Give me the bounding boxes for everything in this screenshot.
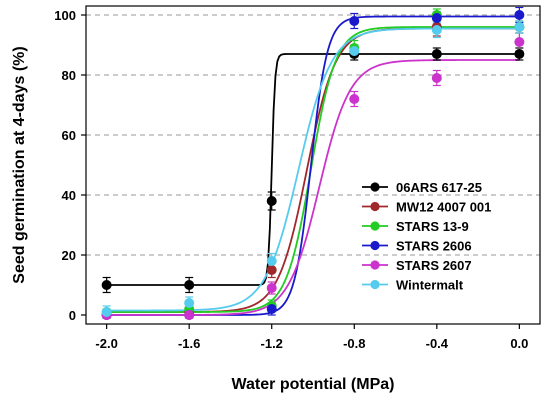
legend-label: 06ARS 617-25 xyxy=(396,180,482,195)
fit-curve-4 xyxy=(106,59,520,316)
legend-label: STARS 2606 xyxy=(396,239,472,254)
legend-label: Wintermalt xyxy=(396,278,464,293)
grid xyxy=(86,14,540,256)
x-tick-label: 0.0 xyxy=(510,336,528,351)
legend-label: MW12 4007 001 xyxy=(396,200,491,215)
data-point xyxy=(184,297,195,308)
legend-marker xyxy=(370,221,380,231)
fit-curve-2 xyxy=(106,26,520,313)
legend-marker xyxy=(370,240,380,251)
y-tick-label: 40 xyxy=(62,188,76,203)
data-point xyxy=(266,282,277,293)
legend-label: STARS 2607 xyxy=(396,258,472,273)
data-point xyxy=(266,255,277,266)
data-point xyxy=(349,94,360,105)
data-point xyxy=(514,9,525,20)
x-tick-label: -0.8 xyxy=(343,336,365,351)
data-point xyxy=(184,309,195,320)
data-points xyxy=(101,9,525,320)
x-tick-label: -1.6 xyxy=(178,336,200,351)
x-tick-label: -1.2 xyxy=(261,336,283,351)
legend-marker xyxy=(370,182,380,192)
data-point xyxy=(101,306,112,317)
x-tick-label: -0.4 xyxy=(426,336,449,351)
legend-marker xyxy=(370,260,380,270)
x-tick-label: -2.0 xyxy=(95,336,117,351)
data-point xyxy=(431,73,442,84)
data-point xyxy=(349,15,360,26)
data-point xyxy=(266,264,277,275)
data-point xyxy=(431,12,442,23)
plot-frame xyxy=(85,5,541,325)
data-point xyxy=(431,49,442,60)
y-tick-label: 0 xyxy=(69,308,76,323)
data-point xyxy=(514,21,525,32)
y-axis-title: Seed germination at 4-days (%) xyxy=(11,46,28,283)
y-tick-label: 100 xyxy=(54,8,76,23)
data-point xyxy=(266,195,277,206)
y-tick-label: 20 xyxy=(62,248,76,263)
fit-curve-0 xyxy=(106,53,520,286)
data-point xyxy=(266,303,277,314)
legend-label: STARS 13-9 xyxy=(396,219,469,234)
data-point xyxy=(101,279,112,290)
data-point xyxy=(514,37,525,48)
y-tick-label: 60 xyxy=(62,128,76,143)
data-point xyxy=(184,279,195,290)
y-tick-label: 80 xyxy=(62,68,76,83)
legend: 06ARS 617-25 MW12 4007 001 STARS 13-9 STARS… xyxy=(362,180,491,293)
axis-ticks: -2.0 -1.6 -1.2 -0.8 -0.4 0.0 0 20 40 60 80 100 xyxy=(54,8,528,351)
data-point xyxy=(349,46,360,57)
legend-marker xyxy=(370,279,380,290)
data-point xyxy=(431,24,442,35)
fit-curve-5 xyxy=(106,27,520,312)
fitted-curves xyxy=(106,15,520,316)
legend-marker xyxy=(370,201,380,212)
x-axis-title: Water potential (MPa) xyxy=(232,376,395,393)
data-point xyxy=(514,49,525,60)
